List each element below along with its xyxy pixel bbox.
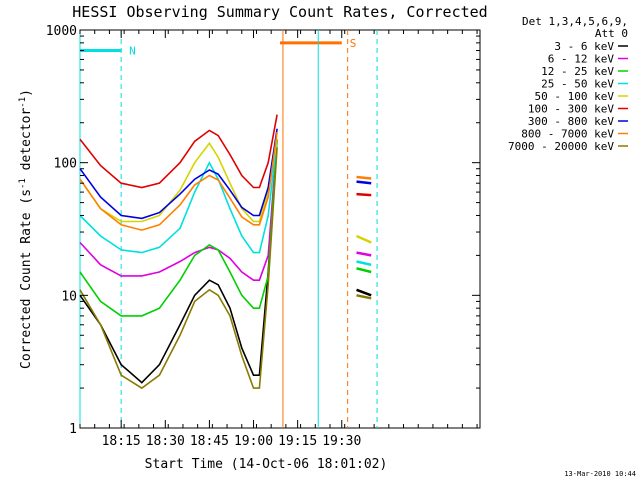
y-axis-label: Corrected Count Rate (s-1 detector-1) xyxy=(18,89,34,369)
series-line-tail xyxy=(356,180,372,185)
legend-label: 7000 - 20000 keV xyxy=(508,140,614,153)
series-line-tail xyxy=(356,288,372,297)
x-tick-label: 18:30 xyxy=(146,434,185,449)
annotation-layer: NS xyxy=(79,30,378,428)
series-line-tail xyxy=(356,267,372,274)
series-line-tail xyxy=(356,175,372,180)
legend-label: 3 - 6 keV xyxy=(554,40,614,53)
y-tick-label: 100 xyxy=(54,157,77,172)
x-tick-label: 19:00 xyxy=(234,434,273,449)
series-line-tail xyxy=(356,251,372,257)
x-axis-label: Start Time (14-Oct-06 18:01:02) xyxy=(145,457,388,472)
y-label-end: ) xyxy=(19,89,34,97)
series-layer xyxy=(79,114,372,390)
y-label-sup1: -1 xyxy=(18,178,28,189)
legend-label: 50 - 100 keV xyxy=(535,90,615,103)
series-line xyxy=(79,128,278,220)
x-tick-label: 19:30 xyxy=(322,434,361,449)
series-line-tail xyxy=(356,294,372,300)
series-line xyxy=(79,114,278,189)
x-tick-label: 18:15 xyxy=(102,434,141,449)
legend-label: 100 - 300 keV xyxy=(528,103,614,116)
legend-label: 300 - 800 keV xyxy=(528,115,614,128)
axes-layer: 18:15 18:30 18:45 19:00 19:15 19:30 1 10 100 1000 xyxy=(46,24,480,449)
series-line xyxy=(79,139,278,281)
series-line xyxy=(79,139,278,254)
footer-date: 13-Mar-2010 10:44 xyxy=(564,470,636,478)
annotation-label: N xyxy=(129,45,136,58)
series-line-tail xyxy=(355,234,372,244)
chart-title: HESSI Observing Summary Count Rates, Cor… xyxy=(72,3,487,21)
y-label-mid: detector xyxy=(19,108,34,179)
legend-title-2: Att 0 xyxy=(595,27,628,40)
y-label-main: Corrected Count Rate (s xyxy=(19,189,34,369)
y-tick-label: 1 xyxy=(69,422,77,437)
legend-title-1: Det 1,3,4,5,6,9, xyxy=(522,15,628,28)
y-tick-label: 10 xyxy=(61,289,77,304)
series-line xyxy=(79,139,278,223)
series-line xyxy=(79,139,278,317)
legend-label: 12 - 25 keV xyxy=(541,65,614,78)
y-label-sup2: -1 xyxy=(18,97,28,108)
annotation-label: S xyxy=(350,37,357,50)
legend-label: 6 - 12 keV xyxy=(548,53,615,66)
legend-label: 25 - 50 keV xyxy=(541,78,614,91)
series-line xyxy=(79,139,278,384)
legend-label: 800 - 7000 keV xyxy=(521,128,614,141)
series-line-tail xyxy=(356,260,372,267)
x-tick-label: 18:45 xyxy=(190,434,229,449)
series-line-tail xyxy=(356,192,372,197)
series-line xyxy=(79,147,278,390)
x-tick-label: 19:15 xyxy=(278,434,317,449)
y-tick-label: 1000 xyxy=(46,24,77,39)
series-line xyxy=(79,131,278,231)
